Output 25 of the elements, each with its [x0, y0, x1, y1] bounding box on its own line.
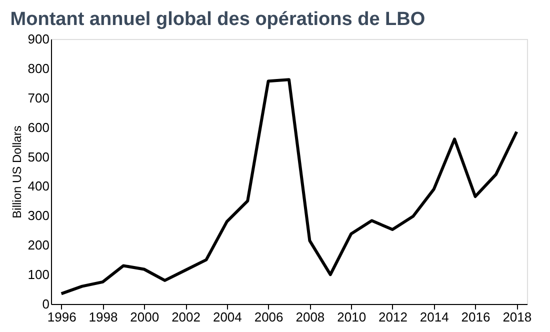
x-tick-label: 1996: [47, 310, 76, 324]
line-series: [60, 78, 518, 296]
x-tick-label: 2006: [254, 310, 284, 324]
x-tick-label: 2002: [172, 310, 200, 324]
y-tick-label: 800: [28, 60, 50, 76]
x-tick-label: 2012: [378, 310, 408, 324]
y-tick-label: 0: [42, 296, 50, 312]
y-axis-title: Billion US Dollars: [10, 126, 24, 218]
y-tick-label: 700: [28, 90, 50, 106]
y-tick-label: 400: [28, 178, 50, 194]
x-tick-label: 2010: [337, 310, 366, 324]
x-tick-label: 2004: [212, 310, 242, 324]
x-tick-label: 2008: [296, 310, 325, 324]
y-tick-label: 600: [28, 120, 50, 135]
chart-title: Montant annuel global des opérations de LBO: [10, 9, 426, 30]
y-tick-label: 200: [28, 238, 50, 253]
x-tick-label: 2018: [502, 310, 532, 324]
x-tick-label: 2016: [461, 310, 490, 324]
x-tick-label: 2014: [420, 310, 449, 324]
y-tick-label: 500: [28, 149, 50, 164]
x-tick-label: 2000: [130, 310, 160, 324]
y-tick-label: 300: [28, 208, 50, 224]
x-tick-label: 1998: [88, 310, 118, 324]
y-tick-label: 900: [28, 32, 50, 46]
y-tick-label: 100: [28, 267, 50, 282]
